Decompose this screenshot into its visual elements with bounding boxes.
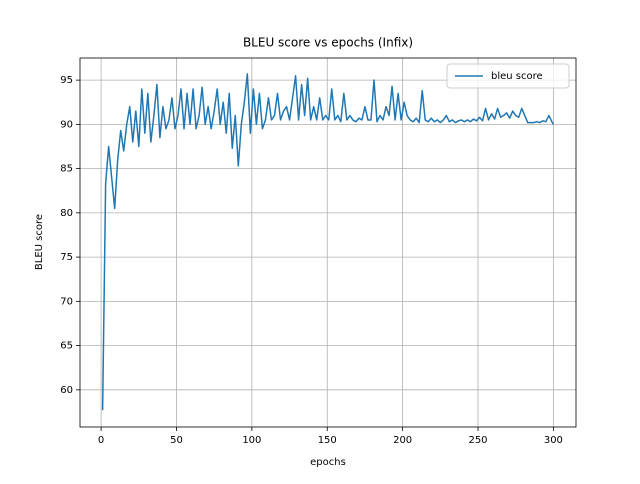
x-tick-label: 250	[468, 435, 487, 446]
y-tick-label: 90	[60, 119, 73, 130]
chart-title: BLEU score vs epochs (Infix)	[243, 36, 413, 50]
line-series	[101, 73, 555, 411]
y-tick-label: 65	[60, 341, 73, 352]
y-axis-label: BLEU score	[34, 214, 45, 270]
x-tick-label: 300	[544, 435, 563, 446]
x-tick-label: 0	[98, 435, 104, 446]
legend-box	[446, 63, 570, 89]
y-tick-label: 60	[60, 385, 73, 396]
x-tick-label: 100	[242, 435, 261, 446]
y-tick-label: 75	[60, 252, 73, 263]
y-tick-label: 95	[60, 75, 73, 86]
legend-label: bleu score	[491, 71, 543, 82]
plot-frame	[79, 57, 577, 428]
x-tick-label: 200	[393, 435, 412, 446]
y-tick-label: 70	[60, 296, 73, 307]
y-tick-label: 85	[60, 164, 73, 175]
x-tick-label: 150	[318, 435, 337, 446]
x-axis-label: epochs	[310, 457, 346, 468]
y-tick-label: 80	[60, 208, 73, 219]
x-tick-label: 50	[170, 435, 183, 446]
